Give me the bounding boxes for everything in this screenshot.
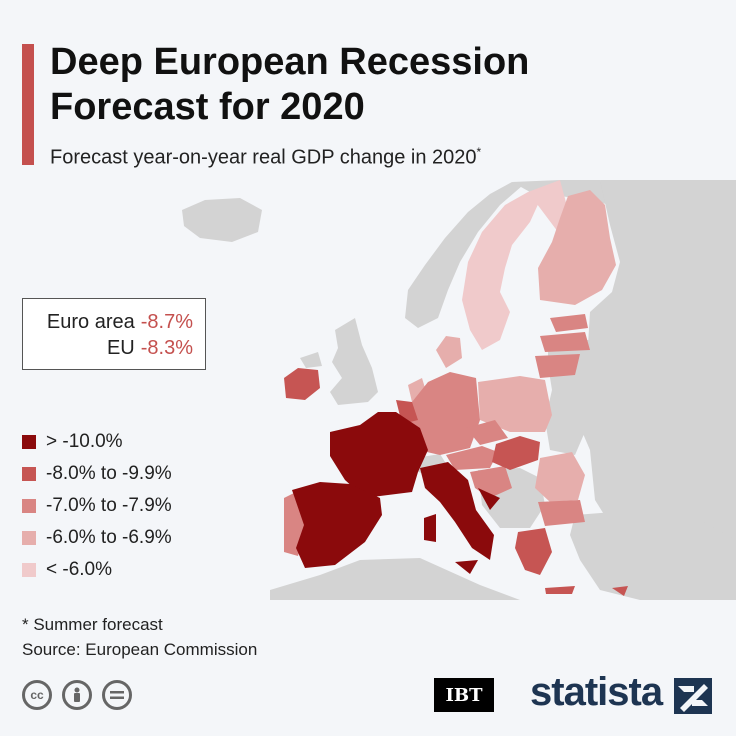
russia <box>575 180 736 600</box>
great-britain <box>330 318 378 405</box>
croatia-coast <box>478 488 500 510</box>
legend-item: > -10.0% <box>22 426 172 458</box>
latvia <box>540 332 590 352</box>
bulgaria <box>538 500 585 526</box>
austria <box>446 446 498 470</box>
legend-label: -6.0% to -6.9% <box>46 527 172 548</box>
legend-item: -8.0% to -9.9% <box>22 458 172 490</box>
ireland <box>284 368 320 400</box>
legend-item: -7.0% to -7.9% <box>22 490 172 522</box>
legend-swatch <box>22 563 36 577</box>
sweden <box>462 192 540 350</box>
romania <box>535 452 585 502</box>
footnote: * Summer forecast Source: European Commi… <box>22 612 257 662</box>
legend: > -10.0% -8.0% to -9.9% -7.0% to -7.9% -… <box>22 426 172 586</box>
iceland <box>182 198 262 242</box>
sardinia <box>424 514 436 542</box>
spain <box>292 482 382 568</box>
lithuania <box>535 354 580 378</box>
license-icons: cc <box>22 680 132 710</box>
summary-label: EU <box>106 337 135 359</box>
legend-item: -6.0% to -6.9% <box>22 522 172 554</box>
legend-swatch <box>22 435 36 449</box>
summary-box: Euro area -8.7% EU -8.3% <box>22 298 206 370</box>
legend-label: -7.0% to -7.9% <box>46 495 172 516</box>
turkey <box>570 510 736 600</box>
northern-ireland <box>300 352 322 368</box>
poland <box>478 376 552 432</box>
germany <box>408 372 480 455</box>
cyprus <box>612 586 628 596</box>
statista-logo-text[interactable]: statista <box>530 670 663 714</box>
norway <box>405 182 522 328</box>
ibt-logo[interactable]: IBT <box>434 678 494 712</box>
footnote-note: * Summer forecast <box>22 615 163 634</box>
summary-label: Euro area <box>46 311 135 333</box>
finland <box>538 190 616 305</box>
czechia <box>466 420 508 445</box>
estonia <box>550 314 588 332</box>
subtitle-footnote-marker: * <box>476 145 482 159</box>
title-accent-bar <box>22 44 34 165</box>
statista-logo-icon[interactable] <box>674 678 712 714</box>
legend-swatch <box>22 531 36 545</box>
legend-item: < -6.0% <box>22 554 172 586</box>
greece <box>515 528 552 575</box>
slovakia-hungary <box>492 436 540 470</box>
summary-value: -8.7% <box>140 311 193 333</box>
kola <box>640 222 700 258</box>
france <box>330 412 428 498</box>
subtitle-text: Forecast year-on-year real GDP change in… <box>50 146 477 169</box>
italy <box>420 462 494 560</box>
legend-label: < -6.0% <box>46 559 113 580</box>
summary-row-euro-area: Euro area -8.7% <box>47 311 193 334</box>
north-africa <box>270 558 520 600</box>
summary-row-eu: EU -8.3% <box>107 337 193 360</box>
legend-swatch <box>22 467 36 481</box>
creative-commons-icon[interactable]: cc <box>22 680 52 710</box>
source-text: Source: European Commission <box>22 640 258 659</box>
denmark <box>436 336 462 368</box>
legend-label: -8.0% to -9.9% <box>46 463 172 484</box>
crete <box>545 586 575 594</box>
no-derivatives-icon[interactable] <box>102 680 132 710</box>
subtitle: Forecast year-on-year real GDP change in… <box>50 145 481 170</box>
legend-swatch <box>22 499 36 513</box>
summary-value: -8.3% <box>140 337 193 359</box>
attribution-person-icon[interactable] <box>62 680 92 710</box>
legend-label: > -10.0% <box>46 431 123 452</box>
page-title: Deep European Recession Forecast for 202… <box>50 41 530 128</box>
sicily <box>455 560 478 574</box>
finland-north <box>528 180 568 232</box>
